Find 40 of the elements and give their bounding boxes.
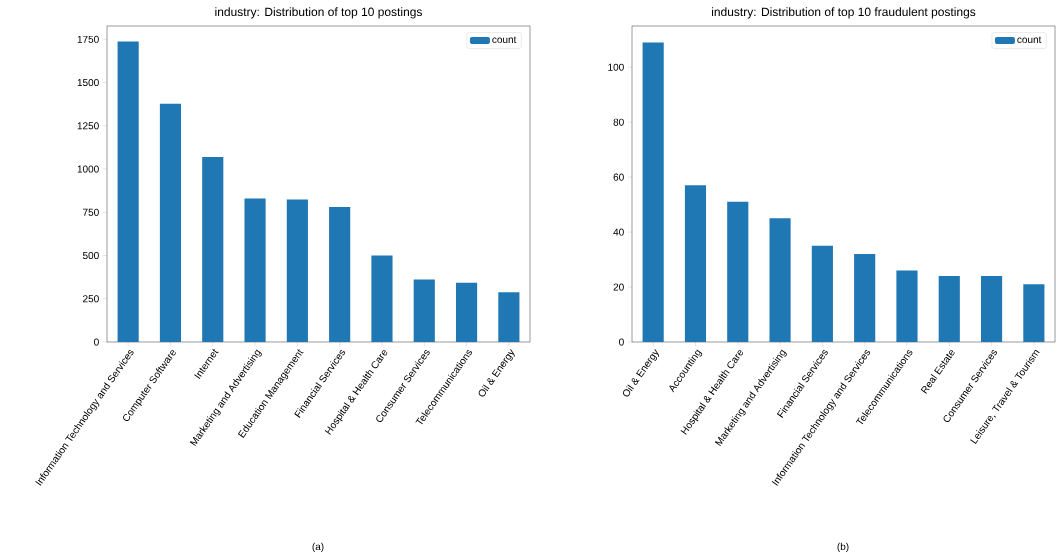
- bar: [938, 276, 960, 342]
- y-tick-label: 1500: [77, 79, 99, 87]
- chart-title: industry: Distribution of top 10 fraudulent postings: [712, 7, 976, 19]
- bar: [980, 276, 1003, 342]
- y-tick-label: 40: [613, 228, 624, 236]
- bar: [1023, 284, 1045, 342]
- text: (a): [312, 542, 324, 553]
- y-tick-label: 0: [619, 338, 624, 346]
- chart-title: industry: Distribution of top 10 postings: [215, 7, 422, 19]
- y-tick-label: 0: [94, 338, 99, 346]
- bar: [159, 103, 182, 342]
- bar: [769, 218, 791, 342]
- bar: [455, 282, 478, 342]
- y-tick-label: 1750: [77, 35, 99, 43]
- bar: [854, 254, 876, 342]
- bar: [117, 41, 139, 342]
- y-tick-label: 100: [608, 63, 624, 71]
- y-tick-label: 20: [613, 283, 624, 291]
- y-tick-label: 1250: [77, 122, 99, 130]
- legend-label: count: [492, 36, 517, 44]
- y-tick-label: 80: [613, 118, 624, 126]
- bar: [371, 255, 393, 342]
- y-tick-label: 60: [613, 173, 624, 181]
- bar: [642, 42, 664, 342]
- bar: [896, 270, 918, 342]
- bar: [498, 292, 520, 342]
- text: (b): [837, 542, 849, 553]
- bar: [329, 207, 351, 342]
- y-tick-label: 500: [82, 251, 99, 260]
- bar: [286, 199, 308, 342]
- y-tick-label: 750: [83, 208, 99, 216]
- bar: [413, 279, 435, 342]
- bar: [684, 185, 707, 342]
- bar: [811, 245, 833, 342]
- bar: [244, 198, 266, 342]
- legend-label: count: [1017, 36, 1042, 44]
- bar: [202, 157, 224, 342]
- y-tick-label: 250: [83, 295, 99, 303]
- y-tick-label: 1000: [77, 165, 99, 173]
- bar: [727, 201, 749, 342]
